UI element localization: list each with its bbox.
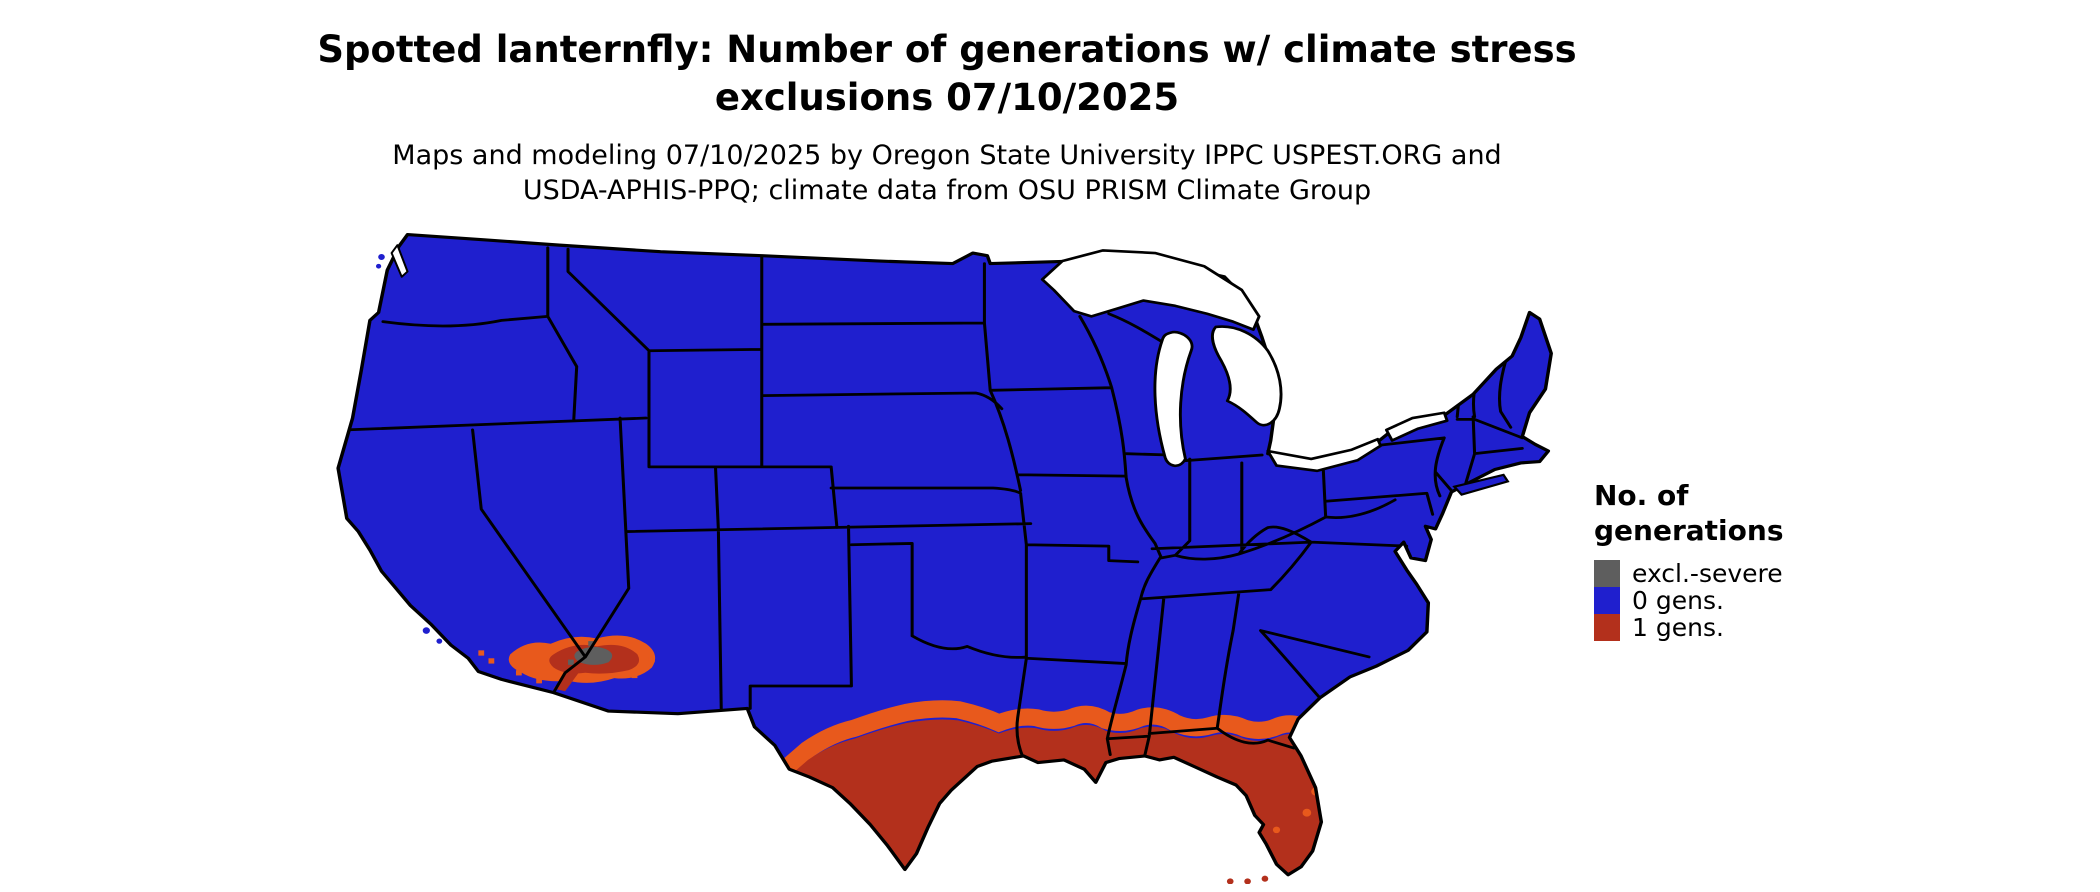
title-line-2: exclusions 07/10/2025 — [714, 76, 1180, 120]
southwest-speckles — [478, 650, 655, 684]
legend-item-zero-gens: 0 gens. — [1594, 587, 1783, 614]
subtitle-line-1: Maps and modeling 07/10/2025 by Oregon S… — [392, 140, 1502, 172]
lake-huron — [1211, 325, 1283, 427]
legend-item-one-gen: 1 gens. — [1594, 614, 1783, 641]
legend-swatch-excluded — [1594, 560, 1620, 587]
southwest-gray-speckles — [568, 641, 595, 665]
lake-ontario — [1384, 411, 1449, 442]
legend-label-excluded: excl.-severe — [1632, 559, 1783, 588]
page-subtitle: Maps and modeling 07/10/2025 by Oregon S… — [0, 138, 1894, 208]
us-map-svg — [336, 232, 1553, 884]
legend-title-line-2: generations — [1594, 514, 1784, 547]
gulf-one-gen-fringe — [771, 700, 1321, 782]
subtitle-line-2: USDA-APHIS-PPQ; climate data from OSU PR… — [522, 175, 1372, 207]
legend-swatch-zero-gens — [1594, 587, 1620, 614]
lake-erie — [1266, 437, 1383, 473]
map-legend: No. of generations excl.-severe 0 gens. … — [1594, 478, 1783, 641]
pacific-islands — [376, 253, 443, 644]
legend-swatch-one-gen — [1594, 614, 1620, 641]
florida-keys — [1226, 875, 1269, 884]
lake-superior — [1040, 249, 1261, 331]
title-line-1: Spotted lanternfly: Number of generation… — [317, 28, 1577, 71]
header: Spotted lanternfly: Number of generation… — [0, 26, 1894, 208]
puget-sound — [390, 244, 409, 278]
legend-label-zero-gens: 0 gens. — [1632, 586, 1724, 615]
southwest-excluded-patch — [574, 646, 613, 665]
legend-title: No. of generations — [1594, 478, 1783, 548]
page-title: Spotted lanternfly: Number of generation… — [0, 26, 1894, 122]
us-map — [328, 224, 1557, 884]
legend-item-excluded: excl.-severe — [1594, 560, 1783, 587]
legend-items: excl.-severe 0 gens. 1 gens. — [1594, 560, 1783, 641]
colorado-river-red-strip — [553, 659, 589, 692]
long-island — [1452, 473, 1510, 496]
legend-label-one-gen: 1 gens. — [1632, 613, 1724, 642]
legend-title-line-1: No. of — [1594, 479, 1689, 512]
lake-michigan — [1153, 330, 1194, 468]
